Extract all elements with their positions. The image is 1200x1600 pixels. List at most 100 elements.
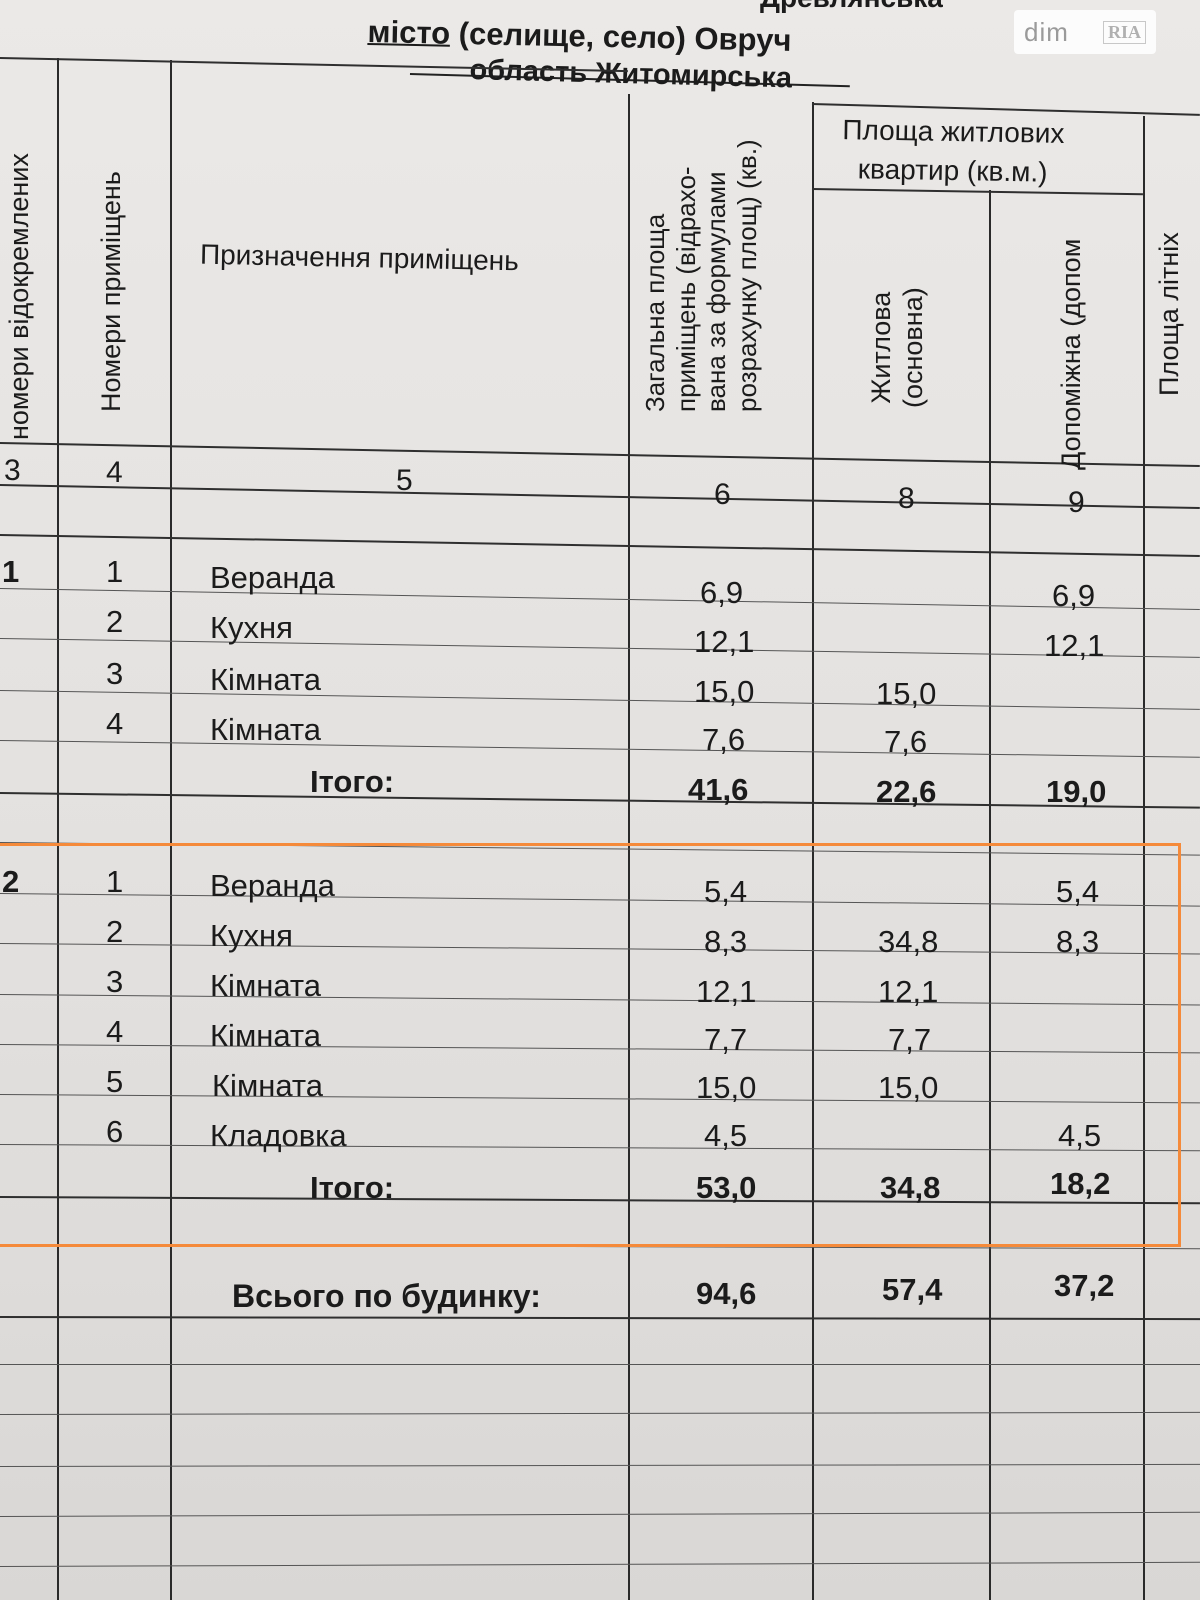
room-total-area: 5,4: [704, 874, 748, 909]
room-number: 5: [106, 1064, 124, 1099]
col8-number: 8: [898, 482, 915, 515]
col8-header-l1: Житлова: [866, 291, 896, 404]
highlight-frame-flat-2: [0, 843, 1181, 1247]
subtotal-aux: 18,2: [1050, 1166, 1111, 1201]
grand-total-total: 94,6: [696, 1276, 757, 1311]
room-number: 2: [106, 914, 124, 949]
grid-hline-total-bottom: [0, 1316, 1200, 1321]
col9-header: Допоміжна (допом: [1056, 238, 1086, 470]
room-aux-area: 5,4: [1056, 874, 1100, 909]
grid-vline-1: [57, 58, 59, 1600]
col9-number: 9: [1068, 486, 1085, 519]
room-total-area: 15,0: [694, 674, 755, 709]
room-total-area: 12,1: [694, 624, 755, 659]
grid-hline-r1: [0, 588, 1200, 610]
col4-header: Номери приміщень: [96, 171, 126, 412]
col5-header: Призначення приміщень: [199, 238, 520, 277]
grid-hline-blank-bottom: [0, 534, 1200, 557]
grid-hline-e5: [0, 1561, 1200, 1567]
room-aux-area: 4,5: [1058, 1118, 1102, 1153]
grid-vline-3: [628, 94, 630, 1600]
room-purpose: Кімната: [212, 1068, 324, 1103]
room-purpose: Кухня: [210, 610, 293, 645]
room-total-area: 7,7: [704, 1022, 748, 1057]
room-living-area: 15,0: [878, 1070, 939, 1105]
room-number: 2: [106, 604, 124, 639]
subtotal-label: Ітого:: [310, 764, 395, 799]
grid-hline-header-bottom: [0, 442, 1200, 468]
col6-header-l1: Загальна площа: [640, 213, 670, 412]
header-region-line: область Житомирська: [469, 54, 793, 95]
dimria-watermark: dim RIA: [1014, 10, 1156, 54]
col6-header-l2: приміщень (відрахо-: [670, 166, 701, 412]
grid-vline-6: [1143, 116, 1145, 1600]
grid-hline-e3: [0, 1463, 1200, 1467]
grid-hline-sub1-bottom: [0, 792, 1200, 809]
room-purpose: Кімната: [210, 662, 322, 697]
room-living-area: 34,8: [878, 924, 939, 959]
col8-header: Житлова (основна): [866, 287, 930, 408]
grid-hline-e1: [0, 1364, 1200, 1365]
watermark-ria-logo: RIA: [1102, 20, 1146, 44]
subtotal-total: 41,6: [688, 772, 749, 807]
header-city-line: місто (селище, село) Овруч: [367, 14, 792, 59]
flat-1-number: 1: [2, 554, 20, 589]
col10-header: Площа літніх: [1154, 232, 1184, 396]
col3-number: 3: [4, 454, 21, 487]
room-total-area: 4,5: [704, 1118, 748, 1153]
room-aux-area: 12,1: [1044, 628, 1105, 663]
col8-header-l2: (основна): [897, 287, 928, 408]
room-purpose: Кладовка: [210, 1118, 347, 1153]
room-total-area: 6,9: [700, 575, 744, 610]
room-total-area: 8,3: [704, 924, 748, 959]
room-number: 1: [106, 864, 124, 899]
room-living-area: 15,0: [876, 676, 937, 711]
living-group-header-l1: Площа житлових: [842, 114, 1065, 149]
subtotal-aux: 19,0: [1046, 774, 1107, 809]
col3-header: номери відокремлених: [4, 153, 34, 440]
room-purpose: Кімната: [210, 968, 322, 1003]
room-aux-area: 6,9: [1052, 578, 1096, 613]
grid-hline-e2: [0, 1411, 1200, 1415]
col6-number: 6: [714, 478, 731, 511]
grid-hline-e4: [0, 1511, 1200, 1517]
grid-vline-5: [989, 190, 991, 1600]
room-purpose: Кімната: [210, 712, 322, 747]
grid-hline-numbers-bottom: [0, 484, 1200, 510]
grand-total-label: Всього по будинку:: [232, 1278, 541, 1314]
grid-hline-r3: [0, 690, 1200, 710]
room-living-area: 7,6: [884, 724, 928, 759]
grid-hline-r2: [0, 638, 1200, 658]
room-total-area: 12,1: [696, 974, 757, 1009]
room-purpose: Кухня: [210, 918, 293, 953]
header-city-rest: (селище, село) Овруч: [449, 15, 792, 58]
room-number: 4: [106, 706, 124, 741]
col6-header-l4: розрахунку площ) (кв.): [732, 139, 763, 412]
col5-number: 5: [396, 464, 413, 497]
room-purpose: Веранда: [210, 560, 335, 595]
grid-hline-r4: [0, 740, 1200, 758]
room-total-area: 7,6: [702, 722, 746, 757]
room-living-area: 12,1: [878, 974, 939, 1009]
header-street-partial: Древлянська: [760, 0, 943, 14]
room-purpose: Кімната: [210, 1018, 322, 1053]
col6-header: Загальна площа приміщень (відрахо- вана …: [640, 139, 763, 412]
room-number: 3: [106, 656, 124, 691]
room-number: 6: [106, 1114, 124, 1149]
subtotal-label: Ітого:: [310, 1170, 395, 1205]
living-group-header-l2: квартир (кв.м.): [857, 153, 1048, 188]
grand-total-aux: 37,2: [1054, 1268, 1115, 1303]
room-number: 3: [106, 964, 124, 999]
watermark-dim-text: dim: [1024, 16, 1069, 47]
subtotal-living: 22,6: [876, 774, 937, 809]
room-number: 4: [106, 1014, 124, 1049]
col6-header-l3: вана за формулами: [701, 171, 732, 412]
room-purpose: Веранда: [210, 868, 335, 903]
grand-total-living: 57,4: [882, 1272, 943, 1307]
room-aux-area: 8,3: [1056, 924, 1100, 959]
header-city-prefix: місто: [367, 14, 451, 51]
subtotal-living: 34,8: [880, 1170, 941, 1205]
grid-vline-2: [170, 60, 172, 1600]
col4-number: 4: [106, 456, 123, 489]
